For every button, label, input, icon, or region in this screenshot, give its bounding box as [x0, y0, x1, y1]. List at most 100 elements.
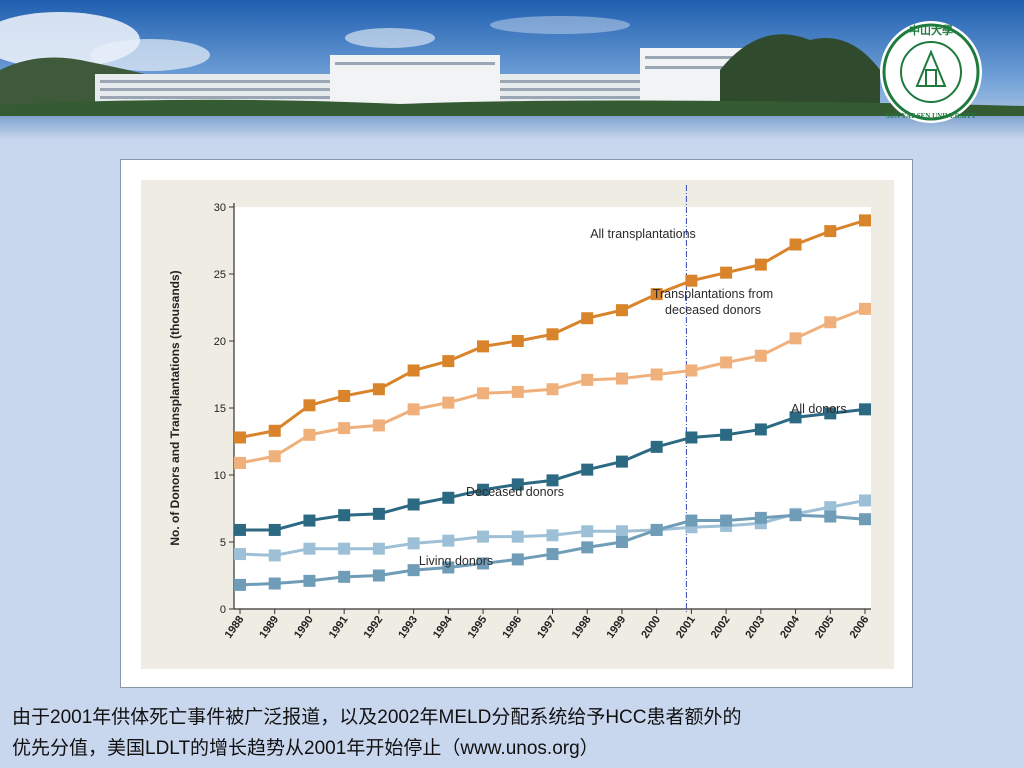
- x-tick-label: 1989: [257, 614, 281, 641]
- data-point-all_donors: [824, 407, 837, 420]
- data-point-all_transplantations: [442, 355, 455, 368]
- seal-text-bottom: SUN YAT-SEN UNIVERSITY: [886, 112, 976, 120]
- x-tick-label: 1990: [292, 614, 316, 641]
- x-tick-label: 2005: [813, 614, 837, 641]
- y-tick-label: 20: [214, 336, 226, 348]
- data-point-living_donors: [824, 510, 837, 523]
- data-point-all_donors: [754, 423, 767, 436]
- x-tick-label: 1995: [466, 614, 490, 641]
- data-point-deceased_transplantations: [824, 316, 837, 329]
- data-point-deceased_transplantations: [581, 373, 594, 386]
- data-point-living_donors: [650, 523, 663, 536]
- data-point-all_transplantations: [859, 214, 871, 227]
- data-point-deceased_transplantations: [685, 364, 698, 377]
- data-point-deceased_donors: [511, 530, 524, 543]
- data-point-all_donors: [303, 514, 316, 527]
- data-point-living_donors: [720, 514, 733, 527]
- data-point-living_donors: [407, 564, 420, 577]
- data-point-all_transplantations: [338, 389, 351, 402]
- y-tick-label: 0: [220, 604, 226, 616]
- data-point-all_transplantations: [234, 431, 246, 444]
- x-tick-label: 1999: [605, 614, 629, 641]
- data-point-deceased_transplantations: [754, 349, 767, 362]
- data-point-all_transplantations: [303, 399, 316, 412]
- chart-card: 0 5 10 15 20 25 30 No. of Donors and Transplant…: [120, 159, 913, 688]
- data-point-deceased_transplantations: [338, 422, 351, 435]
- data-point-all_transplantations: [546, 328, 559, 341]
- line-chart: 0 5 10 15 20 25 30 No. of Donors and Transplant…: [168, 185, 872, 641]
- plot-area: [234, 207, 871, 609]
- data-point-all_transplantations: [268, 424, 281, 437]
- annotation-deceased_donors: Deceased donors: [466, 485, 564, 499]
- data-point-living_donors: [685, 514, 698, 527]
- data-point-deceased_donors: [407, 537, 420, 550]
- data-point-living_donors: [859, 513, 871, 526]
- data-point-living_donors: [303, 574, 316, 587]
- x-tick-label: 1994: [431, 613, 455, 641]
- y-tick-label: 30: [214, 202, 226, 214]
- data-point-living_donors: [615, 536, 628, 548]
- data-point-all_transplantations: [372, 383, 385, 396]
- data-point-deceased_donors: [477, 530, 490, 543]
- y-axis-label: No. of Donors and Transplantations (thou…: [168, 270, 182, 545]
- data-point-all_transplantations: [407, 364, 420, 377]
- data-point-deceased_donors: [442, 534, 455, 547]
- data-point-deceased_donors: [338, 542, 351, 555]
- data-point-deceased_donors: [546, 529, 559, 542]
- annotation-living_donors: Living donors: [419, 554, 493, 568]
- annotation-all_transplantations: All transplantations: [590, 227, 696, 241]
- data-point-living_donors: [338, 570, 351, 583]
- data-point-deceased_transplantations: [650, 368, 663, 381]
- data-point-deceased_donors: [581, 525, 594, 538]
- data-point-all_donors: [650, 440, 663, 453]
- x-tick-label: 1991: [327, 614, 351, 641]
- data-point-all_transplantations: [581, 312, 594, 325]
- data-point-all_donors: [581, 463, 594, 476]
- data-point-living_donors: [789, 509, 802, 522]
- data-point-living_donors: [581, 541, 594, 554]
- data-point-all_transplantations: [477, 340, 490, 353]
- data-point-all_donors: [859, 403, 871, 416]
- x-tick-label: 1998: [570, 614, 594, 641]
- data-point-deceased_donors: [859, 494, 871, 507]
- data-point-all_donors: [546, 474, 559, 487]
- x-tick-label: 2006: [848, 614, 872, 641]
- data-point-all_donors: [789, 411, 802, 424]
- data-point-deceased_transplantations: [720, 356, 733, 369]
- data-point-living_donors: [754, 511, 767, 524]
- data-point-all_donors: [407, 498, 420, 511]
- y-tick-label: 15: [214, 403, 226, 415]
- caption-line-1: 由于2001年供体死亡事件被广泛报道，以及2002年MELD分配系统给予HCC患…: [12, 707, 742, 728]
- campus-banner: 中山大學 SUN YAT-SEN UNIVERSITY: [0, 0, 1024, 140]
- chart-frame: 0 5 10 15 20 25 30 No. of Donors and Transplant…: [141, 180, 894, 669]
- x-tick-label: 2002: [709, 614, 733, 641]
- data-point-all_transplantations: [720, 266, 733, 279]
- data-point-deceased_transplantations: [615, 372, 628, 385]
- seal-text-top: 中山大學: [909, 23, 953, 37]
- x-tick-label: 1988: [223, 614, 247, 641]
- x-tick-label: 1997: [535, 614, 559, 641]
- data-point-living_donors: [234, 578, 246, 591]
- annotation-deceased_transplantations: deceased donors: [665, 303, 761, 317]
- data-point-all_transplantations: [789, 238, 802, 251]
- x-tick-label: 2000: [639, 614, 663, 641]
- x-tick-label: 2004: [778, 613, 802, 641]
- x-tick-label: 1992: [361, 614, 385, 641]
- data-point-deceased_transplantations: [234, 456, 246, 469]
- data-point-deceased_donors: [824, 501, 837, 514]
- data-point-deceased_donors: [268, 549, 281, 562]
- data-point-deceased_transplantations: [789, 332, 802, 345]
- data-point-deceased_transplantations: [511, 385, 524, 398]
- data-point-all_transplantations: [754, 258, 767, 271]
- data-point-all_transplantations: [615, 304, 628, 317]
- data-point-all_donors: [720, 428, 733, 441]
- data-point-living_donors: [268, 577, 281, 590]
- x-tick-label: 2003: [743, 614, 767, 641]
- slide-caption: 由于2001年供体死亡事件被广泛报道，以及2002年MELD分配系统给予HCC患…: [12, 702, 1012, 764]
- data-point-all_donors: [615, 455, 628, 468]
- data-point-deceased_donors: [234, 548, 246, 561]
- data-point-all_donors: [338, 509, 351, 522]
- data-point-all_donors: [372, 507, 385, 520]
- data-point-deceased_transplantations: [303, 428, 316, 441]
- data-point-all_donors: [268, 523, 281, 536]
